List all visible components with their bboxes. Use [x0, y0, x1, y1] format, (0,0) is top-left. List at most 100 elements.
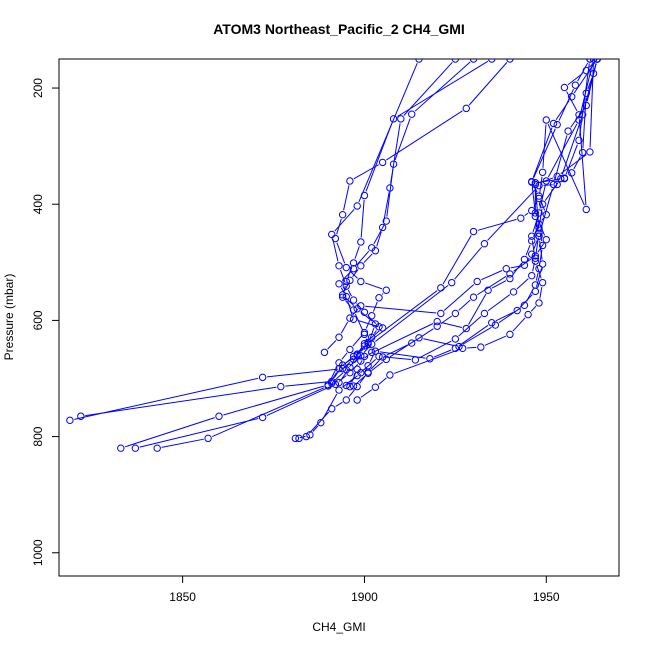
series-11: [346, 59, 601, 391]
data-point: [215, 412, 223, 420]
series-segment: [370, 359, 380, 370]
data-point: [360, 308, 369, 316]
data-point: [357, 302, 365, 310]
series-segment: [498, 307, 522, 323]
series-segment: [373, 330, 377, 334]
data-point: [335, 378, 343, 387]
y-tick-label: 200: [31, 78, 45, 98]
series-segment: [322, 393, 338, 419]
series-segment: [352, 335, 362, 347]
data-point: [117, 444, 125, 452]
series-segment: [539, 286, 543, 299]
series-segment: [526, 257, 530, 262]
series-segment: [344, 284, 349, 292]
series-segment: [223, 385, 324, 416]
data-point: [520, 301, 529, 310]
series-segment: [327, 340, 337, 350]
data-point: [506, 274, 514, 283]
y-tick-label: 600: [31, 310, 45, 330]
series-segment: [419, 340, 452, 359]
data-point: [480, 309, 489, 318]
series-segment: [308, 411, 330, 434]
data-point: [437, 284, 445, 292]
data-point: [353, 202, 361, 210]
series-segment: [365, 305, 437, 314]
data-point: [528, 237, 536, 245]
series-segment: [467, 346, 477, 349]
data-point: [295, 434, 303, 443]
data-point: [357, 262, 365, 270]
x-tick-label: 1850: [169, 590, 196, 604]
series-segment: [334, 208, 355, 232]
series-5: [153, 59, 423, 452]
data-point: [291, 434, 300, 443]
series-segment: [343, 185, 350, 211]
data-point: [528, 177, 536, 186]
data-point: [488, 59, 496, 63]
data-point: [382, 355, 390, 364]
series-segment: [356, 375, 366, 384]
data-point: [462, 104, 470, 113]
data-point: [517, 214, 525, 222]
data-point: [378, 223, 387, 232]
series-segment: [266, 385, 332, 417]
data-point: [535, 181, 543, 190]
series-segment: [124, 417, 215, 448]
series-segment: [85, 386, 277, 417]
series-segment: [354, 246, 360, 259]
series-segment: [443, 284, 475, 311]
series-segment: [285, 381, 328, 387]
series-10: [342, 59, 598, 390]
data-point: [542, 177, 550, 185]
data-point: [346, 177, 354, 185]
series-segment: [561, 118, 582, 175]
data-point: [528, 206, 536, 215]
data-point: [513, 306, 521, 315]
data-point: [553, 120, 561, 129]
series-segment: [340, 269, 346, 283]
x-tick-label: 1900: [351, 590, 378, 604]
y-tick-label: 800: [31, 426, 45, 446]
series-14: [320, 59, 601, 357]
data-point: [535, 194, 543, 203]
series-segment: [573, 62, 596, 94]
data-point: [535, 299, 543, 307]
series-segment: [368, 323, 434, 355]
data-point: [353, 382, 361, 391]
series-segment: [351, 373, 356, 383]
data-point: [528, 271, 536, 280]
series-segment: [312, 425, 319, 432]
data-point: [506, 59, 514, 63]
data-point: [320, 348, 329, 357]
data-point: [575, 136, 583, 145]
series-segment: [458, 324, 489, 347]
data-point: [357, 238, 365, 246]
series-segment: [512, 262, 523, 276]
series-segment: [525, 244, 531, 256]
series-1: [66, 59, 478, 425]
data-point: [368, 340, 376, 348]
data-point: [335, 262, 343, 270]
data-point: [582, 205, 590, 214]
series-segment: [360, 389, 372, 398]
series-segment: [530, 305, 537, 312]
data-point: [364, 362, 372, 370]
data-point: [360, 330, 369, 339]
data-point: [342, 292, 350, 301]
data-point: [560, 174, 569, 182]
data-point: [535, 232, 543, 240]
data-point: [538, 241, 547, 250]
data-point: [462, 324, 470, 333]
data-point: [524, 310, 532, 319]
data-point: [538, 200, 547, 208]
data-point: [433, 322, 441, 330]
series-segment: [468, 62, 508, 106]
series-segment: [454, 246, 482, 280]
series-segment: [345, 297, 355, 307]
data-point: [335, 386, 343, 394]
x-tick-label: 1950: [533, 590, 560, 604]
data-point: [535, 229, 543, 237]
data-point: [342, 277, 350, 286]
data-point: [593, 59, 601, 63]
